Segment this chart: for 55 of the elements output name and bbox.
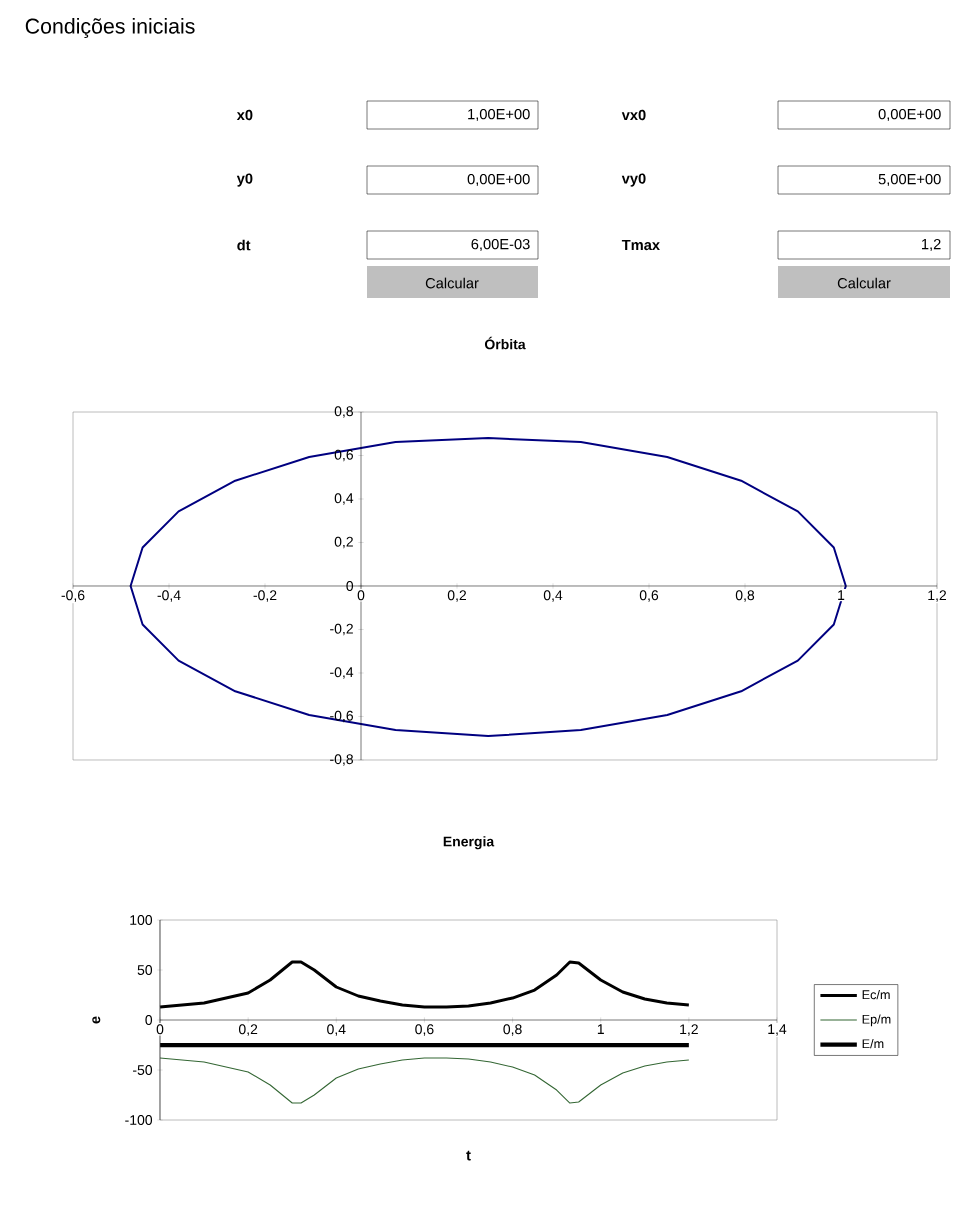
text: 5,00E+00	[878, 173, 941, 187]
y-tick-label: 50	[137, 965, 153, 975]
chart-title: Órbita	[484, 336, 526, 350]
x-tick-label: -0,2	[253, 590, 277, 602]
text: Calcular	[425, 277, 479, 289]
x-tick-label: 1,2	[928, 590, 947, 602]
legend-label: Ep/m	[862, 1014, 891, 1027]
y-tick-label: 0,4	[334, 493, 354, 505]
text: 1,00E+00	[468, 108, 530, 122]
x-tick-label: 0,4	[543, 590, 563, 602]
y-tick-label: 0,2	[334, 536, 353, 549]
legend-label: Ec/m	[862, 989, 890, 1000]
line-series	[129, 437, 847, 738]
y-tick-label: -0,2	[330, 623, 353, 636]
legend-label: E/m	[862, 1038, 884, 1049]
x-tick-label: 0,8	[503, 1024, 522, 1036]
y-tick-label: 0,6	[334, 449, 354, 462]
y-tick-label: -100	[125, 1115, 153, 1125]
x-tick-label: 0,2	[447, 590, 467, 602]
x-tick-label: -0,4	[157, 590, 181, 602]
text: y0	[236, 173, 253, 187]
text: Tmax	[621, 239, 660, 251]
y-tick-label: 0	[145, 1015, 153, 1025]
x-tick-label: 0,8	[735, 590, 755, 602]
text: Calcular	[837, 277, 891, 289]
line-series	[159, 1057, 690, 1104]
y-tick-label: -0,8	[330, 754, 354, 766]
y-tick-label: -50	[133, 1065, 153, 1075]
y-tick-label: 100	[130, 915, 153, 925]
x-tick-label: 0,2	[238, 1024, 258, 1036]
text: 0,00E+00	[878, 108, 941, 122]
text: dt	[237, 239, 251, 251]
y-tick-label: -0,6	[330, 710, 354, 723]
x-axis-title: t	[466, 1150, 471, 1161]
text: 1,2	[922, 238, 941, 252]
y-axis-title: e	[92, 1016, 101, 1024]
text: vy0	[621, 173, 646, 187]
text: vx0	[621, 109, 646, 121]
chart-title: Energia	[443, 836, 495, 850]
x-tick-label: 1	[838, 590, 845, 600]
x-tick-label: 0,6	[415, 1024, 434, 1036]
y-tick-label: 0,8	[334, 406, 354, 418]
x-tick-label: 0	[156, 1024, 164, 1035]
y-tick-label: -0,4	[330, 667, 354, 679]
x-tick-label: 0,6	[639, 590, 659, 602]
x-tick-label: 0	[357, 590, 365, 601]
text: Condições iniciais	[25, 18, 195, 38]
y-tick-label: 0	[346, 581, 354, 591]
x-tick-label: 1	[597, 1024, 604, 1034]
text: 0,00E+00	[467, 173, 530, 187]
text: 6,00E-03	[471, 238, 530, 252]
text: x0	[236, 109, 253, 121]
x-tick-label: 1,2	[680, 1024, 698, 1036]
x-tick-label: 1,4	[768, 1024, 787, 1036]
x-tick-label: -0,6	[61, 590, 85, 602]
